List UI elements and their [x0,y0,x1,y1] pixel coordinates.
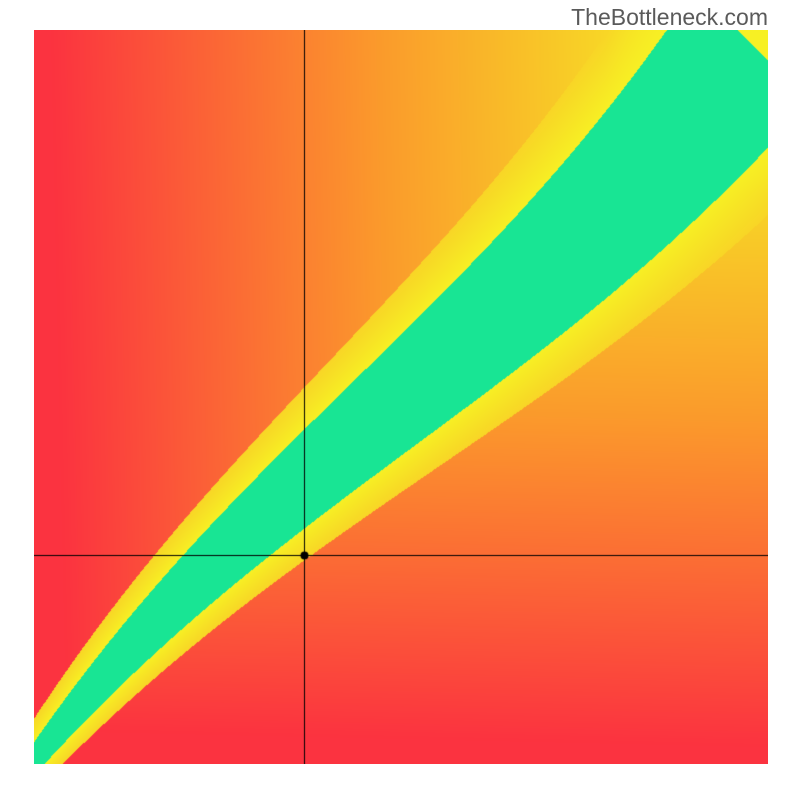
chart-container: TheBottleneck.com [0,0,800,800]
watermark-text: TheBottleneck.com [571,4,768,31]
bottleneck-heatmap [34,30,768,764]
